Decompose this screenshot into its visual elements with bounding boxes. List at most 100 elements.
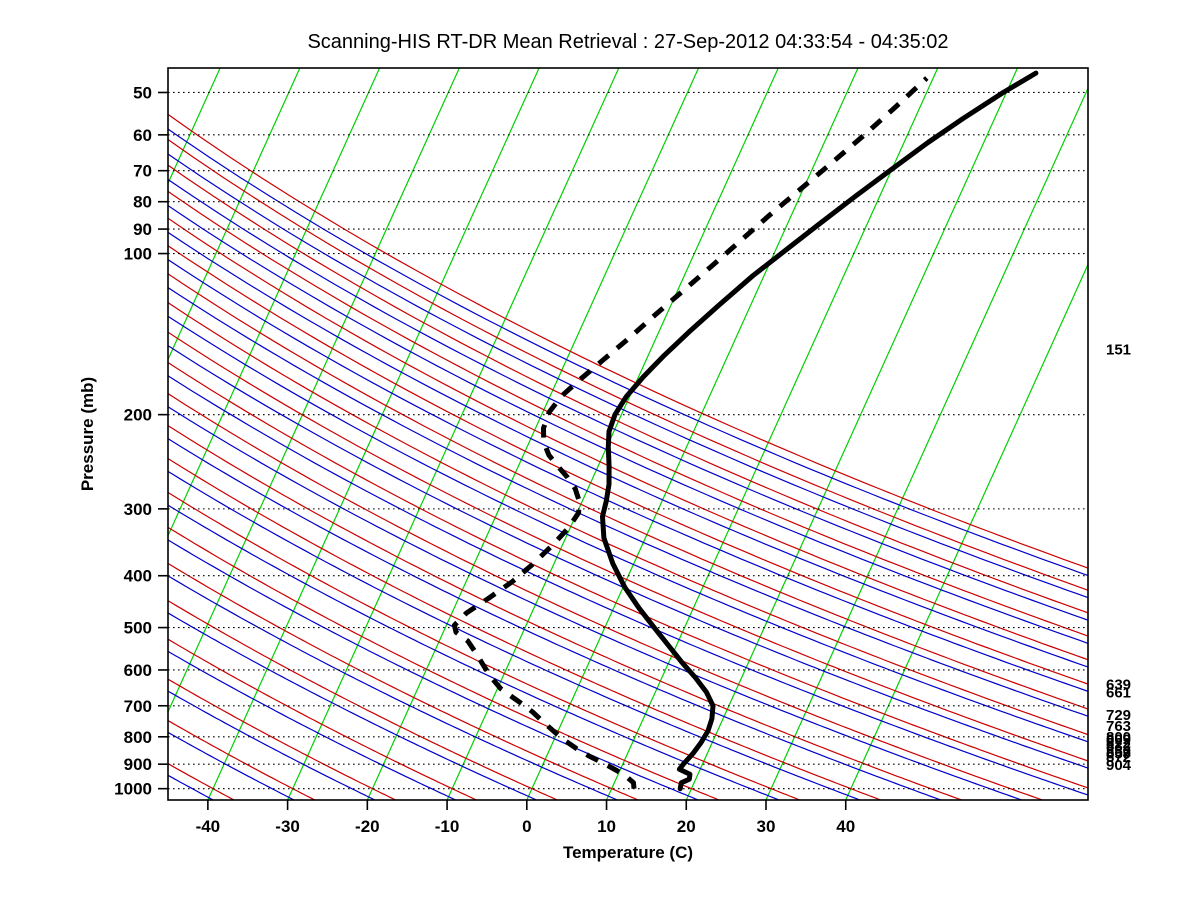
right-axis-label: 904 (1106, 757, 1132, 774)
right-axis-label: 763 (1106, 718, 1131, 735)
temperature-tick-label: 20 (677, 817, 696, 836)
pressure-tick-label: 400 (124, 567, 152, 586)
pressure-tick-label: 800 (124, 728, 152, 747)
pressure-tick-label: 80 (133, 193, 152, 212)
mixing-ratio-line (168, 344, 1088, 769)
dry-adiabat-line (168, 361, 1088, 789)
y-axis-title: Pressure (mb) (78, 377, 97, 491)
temperature-tick-label: 10 (597, 817, 616, 836)
pressure-tick-label: 50 (133, 83, 152, 102)
dry-adiabat-line (168, 392, 1043, 800)
mixing-ratio-line (168, 406, 1022, 800)
pressure-gridlines (168, 91, 1088, 790)
right-axis-label: 859 (1106, 745, 1131, 762)
dry-adiabat-line (168, 113, 1088, 569)
mixing-ratio-line (168, 650, 457, 800)
mixing-ratio-line (168, 315, 1088, 743)
right-axis-label: 661 (1106, 684, 1131, 701)
right-axis-label: 872 (1106, 749, 1131, 766)
temperature-tick-label: -20 (355, 817, 380, 836)
dry-adiabat-line (168, 638, 477, 800)
isotherm-line (168, 68, 221, 184)
right-axis-label: 852 (1106, 743, 1131, 760)
dry-adiabat-line (168, 301, 1088, 736)
pressure-axis-ticks: 50 60 70 80 90 100 200 300 400 500 600 700 800 900 100… (114, 83, 168, 799)
temperature-tick-label: 40 (836, 817, 855, 836)
dry-adiabat-line (168, 562, 639, 800)
plot-frame (167, 67, 1089, 801)
right-axis-label: 822 (1106, 735, 1131, 752)
pressure-tick-label: 600 (124, 661, 152, 680)
mixing-ratio-line (168, 690, 376, 800)
isotherm-line (685, 68, 1019, 800)
mixing-ratio-line (168, 231, 1088, 668)
dry-adiabat-line (168, 457, 881, 800)
isotherm-line (765, 88, 1088, 800)
mixing-ratio-line (168, 612, 537, 800)
pressure-tick-label: 90 (133, 220, 152, 239)
mixing-ratio-line (168, 731, 295, 800)
mixing-ratio-line (168, 504, 780, 800)
dry-adiabat-line (168, 424, 962, 800)
mixing-ratio-line (168, 437, 942, 800)
temperature-axis-ticks: -40 -30 -20 -10 0 10 20 30 40 (196, 800, 855, 836)
temperature-tick-label: -30 (275, 817, 300, 836)
isotherm-line (287, 68, 620, 800)
isotherm-line (446, 68, 779, 800)
dry-adiabat-line (168, 491, 801, 800)
pressure-tick-label: 500 (124, 619, 152, 638)
dry-adiabat-line (168, 719, 316, 800)
temperature-tick-label: 0 (522, 817, 531, 836)
temperature-tick-label: -10 (435, 817, 460, 836)
mixing-ratio-line (168, 375, 1088, 796)
temperature-profile-line (600, 70, 1039, 792)
right-axis-label: 832 (1106, 738, 1131, 755)
dry-adiabat-line (168, 600, 558, 800)
mixing-ratio-line (168, 258, 1088, 692)
background-gridline-group (168, 68, 1088, 800)
mixing-ratio-line (168, 153, 1088, 599)
mixing-ratio-line (168, 286, 1088, 717)
dry-adiabat-line (168, 164, 1088, 614)
pressure-tick-label: 700 (124, 697, 152, 716)
pressure-tick-label: 200 (124, 406, 152, 425)
dry-adiabat-line (168, 138, 1088, 591)
mixing-ratio-line (168, 539, 699, 800)
dry-adiabat-line (168, 245, 1088, 685)
pressure-tick-label: 100 (124, 245, 152, 264)
pressure-tick-label: 300 (124, 500, 152, 519)
mixing-ratio-line (168, 178, 1088, 621)
dry-adiabat-line (168, 331, 1088, 762)
isotherm-line (168, 68, 301, 360)
mixing-ratio-line (168, 128, 1088, 577)
right-axis-label: 729 (1106, 707, 1131, 724)
mixing-ratio-line (168, 204, 1088, 644)
dewpoint-profile-line (451, 76, 929, 789)
mixing-ratio-line (168, 470, 861, 800)
mixing-ratio-line (168, 575, 618, 800)
dry-adiabat-line (168, 678, 396, 800)
dry-adiabat-line (168, 217, 1088, 661)
isotherm-line (845, 264, 1088, 800)
temperature-tick-label: 30 (757, 817, 776, 836)
isotherm-line (605, 68, 939, 800)
pressure-tick-label: 60 (133, 126, 152, 145)
dry-adiabat-line (168, 273, 1088, 710)
pressure-tick-label: 70 (133, 162, 152, 181)
pressure-tick-label: 900 (124, 755, 152, 774)
right-axis-label: 151 (1106, 341, 1131, 358)
right-axis-label: 800 (1106, 729, 1131, 746)
isotherm-line (168, 68, 381, 536)
isotherm-line (207, 68, 540, 800)
dry-adiabat-line (168, 190, 1088, 637)
pressure-tick-label: 1000 (114, 780, 152, 799)
dry-adiabat-line (168, 526, 720, 800)
x-axis-title: Temperature (C) (563, 843, 693, 862)
right-axis-label: 809 (1106, 731, 1131, 748)
right-axis-label: 639 (1106, 677, 1131, 694)
page-title: Scanning-HIS RT-DR Mean Retrieval : 27-S… (307, 31, 948, 53)
